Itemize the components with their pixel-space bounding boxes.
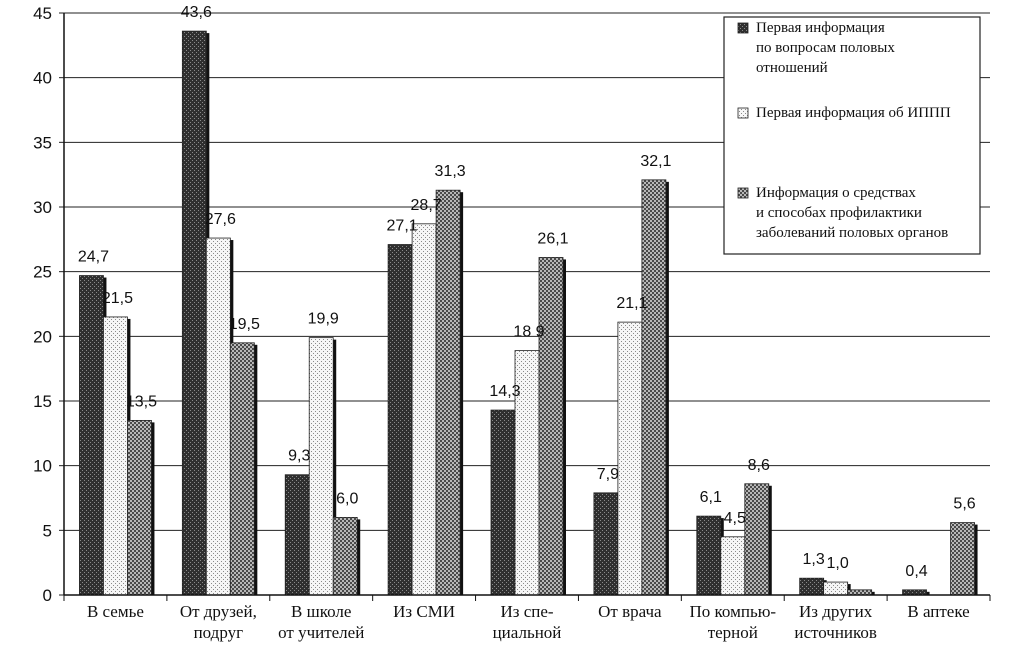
bar xyxy=(641,179,667,596)
y-tick-label: 15 xyxy=(33,392,52,411)
data-label: 5,6 xyxy=(953,496,975,513)
y-tick-label: 35 xyxy=(33,133,52,152)
category-label: В семье xyxy=(87,602,144,621)
bar xyxy=(127,419,152,596)
data-labels: 24,7 43,6 9,3 27,1 14,3 7,9 6,1 1,3 0,4 21,5 27,6 1… xyxy=(78,4,976,580)
bar xyxy=(79,275,104,596)
y-axis-ticks: 0 5 10 15 20 25 30 35 40 45 xyxy=(33,4,64,605)
data-label: 43,6 xyxy=(181,4,212,21)
bar xyxy=(411,223,437,596)
data-label: 8,6 xyxy=(748,457,770,474)
category-label: От друзей, xyxy=(180,602,257,621)
category-label: В аптеке xyxy=(907,602,969,621)
data-label: 1,0 xyxy=(827,555,849,572)
category-label: терной xyxy=(708,623,758,642)
y-tick-label: 0 xyxy=(43,586,52,605)
category-label: По компью- xyxy=(689,602,776,621)
y-tick-label: 30 xyxy=(33,198,52,217)
bar xyxy=(799,577,825,596)
data-label: 4,5 xyxy=(724,510,746,527)
bar xyxy=(950,522,975,596)
bar xyxy=(593,492,619,596)
data-label: 14,3 xyxy=(489,383,520,400)
y-tick-label: 10 xyxy=(33,457,52,476)
y-tick-label: 5 xyxy=(43,521,52,540)
legend-swatch xyxy=(737,107,749,119)
data-label: 27,6 xyxy=(205,211,236,228)
category-label: циальной xyxy=(493,623,562,642)
data-label: 21,5 xyxy=(102,290,133,307)
data-label: 19,9 xyxy=(308,311,339,328)
legend-label: Первая информация об ИППП xyxy=(756,105,951,121)
data-label: 28,7 xyxy=(411,197,442,214)
y-tick-label: 45 xyxy=(33,4,52,23)
bar xyxy=(538,257,564,596)
bar xyxy=(435,189,461,596)
bar xyxy=(720,536,746,596)
data-label: 6,1 xyxy=(700,489,722,506)
axes xyxy=(63,13,991,601)
category-label: Из СМИ xyxy=(393,602,455,621)
category-label: В школе xyxy=(291,602,351,621)
bar xyxy=(332,517,358,596)
bar xyxy=(205,237,231,596)
bar xyxy=(103,316,128,596)
category-label: источников xyxy=(794,623,877,642)
data-label: 18 9 xyxy=(513,324,544,341)
bar xyxy=(387,244,413,596)
data-label: 13,5 xyxy=(126,393,157,410)
legend: Первая информация по вопросам половых отно… xyxy=(723,16,981,255)
data-label: 27,1 xyxy=(387,218,418,235)
category-label: От врача xyxy=(598,602,662,621)
category-label: от учителей xyxy=(278,623,364,642)
legend-label: по вопросам половых xyxy=(756,40,895,56)
bar xyxy=(847,589,873,596)
legend-swatch xyxy=(737,22,749,34)
data-label: 7,9 xyxy=(597,466,619,483)
bar xyxy=(823,581,849,596)
legend-label: отношений xyxy=(756,60,828,76)
legend-label: Первая информация xyxy=(756,20,885,36)
y-tick-label: 40 xyxy=(33,69,52,88)
y-tick-label: 25 xyxy=(33,263,52,282)
category-label: подруг xyxy=(194,623,244,642)
data-label: 31,3 xyxy=(435,163,466,180)
bars xyxy=(79,30,978,596)
legend-label: Информация о средствах xyxy=(756,185,916,201)
legend-box xyxy=(723,16,981,255)
data-label: 19,5 xyxy=(229,316,260,333)
bar xyxy=(744,483,770,596)
category-labels: В семье От друзей, подруг В школе от учителе… xyxy=(87,602,970,642)
data-label: 0,4 xyxy=(905,563,927,580)
bar xyxy=(696,515,722,596)
bar xyxy=(229,342,255,596)
bar xyxy=(514,350,540,596)
category-label: Из других xyxy=(799,602,873,621)
data-label: 1,3 xyxy=(803,551,825,568)
bar xyxy=(617,321,643,596)
data-label: 9,3 xyxy=(288,448,310,465)
y-tick-label: 20 xyxy=(33,327,52,346)
data-label: 32,1 xyxy=(640,153,671,170)
category-label: Из спе- xyxy=(500,602,553,621)
data-label: 26,1 xyxy=(537,230,568,247)
legend-swatch xyxy=(737,187,749,199)
data-label: 24,7 xyxy=(78,249,109,266)
bar xyxy=(181,30,207,596)
data-label: 21,1 xyxy=(616,295,647,312)
bar xyxy=(308,337,334,596)
data-label: 6,0 xyxy=(336,490,358,507)
legend-label: и способах профилактики xyxy=(756,205,922,221)
bar xyxy=(490,409,516,596)
legend-label: заболеваний половых органов xyxy=(756,225,948,241)
bar xyxy=(902,589,927,596)
bar xyxy=(284,474,310,596)
